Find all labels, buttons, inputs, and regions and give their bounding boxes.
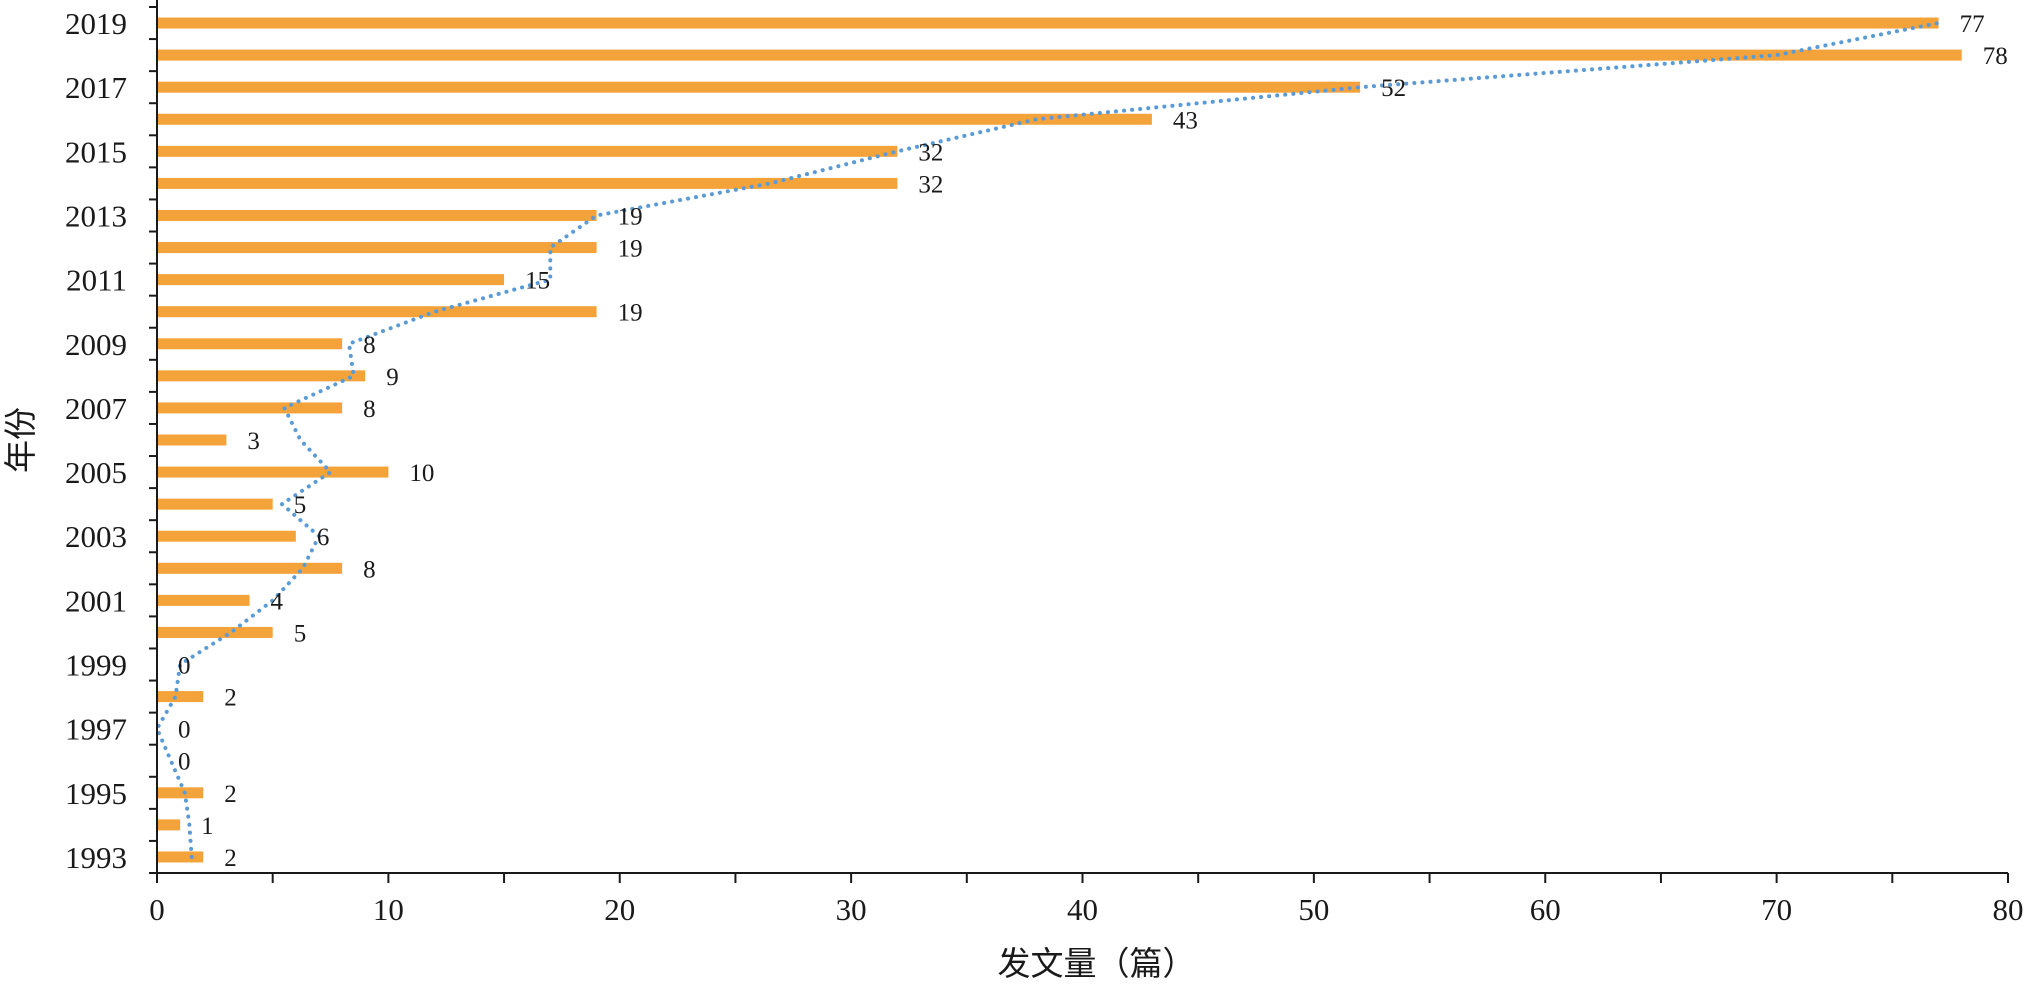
x-tick-label-30: 30	[836, 892, 867, 927]
y-tick-label-2017: 2017	[65, 70, 127, 105]
y-tick-label-2011: 2011	[66, 263, 127, 298]
x-tick-label-70: 70	[1761, 892, 1792, 927]
data-label-2001: 4	[271, 588, 284, 615]
x-axis-title: 发文量（篇）	[998, 944, 1196, 983]
data-label-1997: 0	[178, 717, 191, 744]
data-label-2003: 6	[317, 524, 330, 551]
bar-2017	[157, 81, 1361, 93]
data-label-1993: 2	[224, 845, 237, 872]
data-label-1998: 2	[224, 685, 237, 712]
bar-2006	[157, 434, 227, 446]
data-label-2018: 78	[1983, 43, 2008, 70]
x-ticks-group: 0 10 20 30 40 50 60 70 80	[149, 873, 2024, 927]
y-ticks-group: 1993 1995 1997 1999 2001 2003 2005 2007 2009 2011…	[65, 6, 157, 875]
trendline	[154, 21, 1941, 859]
bar-2009	[157, 338, 343, 350]
x-tick-label-80: 80	[1993, 892, 2024, 927]
y-tick-label-1997: 1997	[65, 712, 127, 747]
y-tick-label-2015: 2015	[65, 134, 127, 169]
bar-1998	[157, 691, 204, 703]
data-label-1994: 1	[201, 813, 214, 840]
y-tick-label-1999: 1999	[65, 648, 127, 683]
data-label-2017: 52	[1381, 75, 1406, 102]
bar-2012	[157, 242, 597, 254]
y-tick-label-2013: 2013	[65, 198, 127, 233]
trendline-group	[154, 21, 1941, 859]
y-tick-label-1993: 1993	[65, 840, 127, 875]
data-label-2009: 8	[363, 332, 376, 359]
bar-2010	[157, 306, 597, 318]
data-label-1999: 0	[178, 653, 191, 680]
data-label-1996: 0	[178, 749, 191, 776]
data-label-2015: 32	[918, 139, 943, 166]
y-tick-label-1995: 1995	[65, 776, 127, 811]
x-tick-label-50: 50	[1298, 892, 1329, 927]
x-tick-label-20: 20	[604, 892, 635, 927]
data-label-2011: 15	[525, 268, 550, 295]
bar-1993	[157, 851, 204, 863]
y-tick-label-2003: 2003	[65, 519, 127, 554]
bar-2008	[157, 370, 366, 382]
data-label-2010: 19	[618, 300, 643, 327]
bar-2013	[157, 209, 597, 221]
bar-2004	[157, 498, 273, 510]
bar-2000	[157, 626, 273, 638]
data-label-2012: 19	[618, 236, 643, 263]
data-label-2006: 3	[247, 428, 260, 455]
x-tick-label-0: 0	[149, 892, 165, 927]
bar-2002	[157, 562, 343, 574]
data-label-2007: 8	[363, 396, 376, 423]
data-label-2000: 5	[294, 620, 307, 647]
x-tick-label-40: 40	[1067, 892, 1098, 927]
bar-2015	[157, 145, 898, 157]
data-label-1995: 2	[224, 781, 237, 808]
data-label-2005: 10	[409, 460, 434, 487]
bar-2016	[157, 113, 1152, 125]
bar-2019	[157, 17, 1939, 29]
x-tick-label-60: 60	[1530, 892, 1561, 927]
y-tick-label-2007: 2007	[65, 391, 127, 426]
bar-2003	[157, 530, 296, 542]
data-label-2016: 43	[1173, 107, 1198, 134]
bar-1994	[157, 819, 181, 831]
x-tick-label-10: 10	[373, 892, 404, 927]
data-label-2002: 8	[363, 556, 376, 583]
data-label-2008: 9	[386, 364, 399, 391]
bar-2001	[157, 594, 250, 606]
y-tick-label-2009: 2009	[65, 327, 127, 362]
bar-2011	[157, 274, 505, 286]
axes-group: 1993199519971999200120032005200720092011…	[65, 0, 2024, 927]
bar-2005	[157, 466, 389, 478]
data-label-2004: 5	[294, 492, 307, 519]
bar-2014	[157, 177, 898, 189]
y-tick-label-2005: 2005	[65, 455, 127, 490]
bars-group	[157, 17, 1962, 863]
data-label-2014: 32	[918, 171, 943, 198]
y-tick-label-2019: 2019	[65, 6, 127, 41]
bar-2007	[157, 402, 343, 414]
bar-2018	[157, 49, 1962, 61]
y-tick-label-2001: 2001	[65, 583, 127, 618]
data-label-2019: 77	[1960, 11, 1985, 38]
bar-1995	[157, 787, 204, 799]
y-axis-title: 年份	[1, 407, 40, 473]
data-label-2013: 19	[618, 203, 643, 230]
